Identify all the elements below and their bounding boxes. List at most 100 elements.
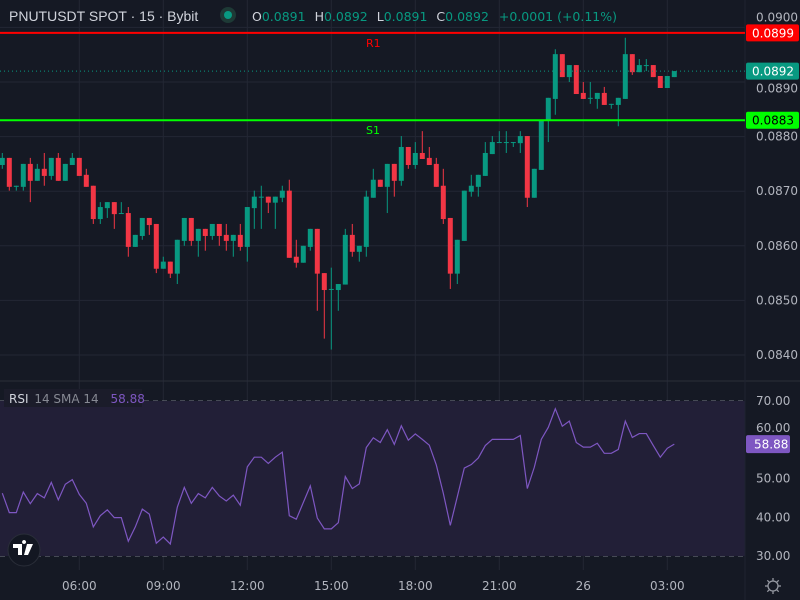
candle	[370, 168, 376, 198]
price-tick-label: 0.0890	[756, 82, 798, 96]
candle-body	[615, 97, 621, 105]
rsi-legend[interactable]: RSI 14 SMA 14 58.88	[4, 389, 145, 407]
candle	[48, 157, 54, 180]
r1-tag-text: 0.0899	[752, 26, 794, 40]
symbol-title[interactable]: PNUTUSDT SPOT · 15 · Bybit	[9, 8, 198, 24]
candle	[223, 223, 229, 251]
candle	[83, 168, 89, 187]
candle-body	[328, 288, 334, 290]
candle-body	[153, 223, 159, 269]
candle-body	[34, 168, 40, 181]
candle-body	[489, 142, 495, 155]
price-tick-label: 0.0860	[756, 239, 798, 253]
candle-body	[279, 190, 285, 198]
candle-body	[566, 65, 572, 78]
candle-body	[587, 97, 593, 99]
candle-body	[657, 75, 663, 89]
candle	[615, 97, 621, 127]
candle	[531, 168, 537, 198]
rsi-legend-bg	[4, 389, 142, 407]
candle	[111, 202, 117, 229]
candle	[468, 174, 474, 197]
candle-body	[6, 157, 12, 187]
candle-body	[426, 157, 432, 165]
candle	[405, 146, 411, 169]
gear-icon[interactable]	[765, 578, 781, 594]
candle-body	[146, 217, 152, 226]
candle-body	[55, 157, 61, 181]
candle	[573, 65, 579, 95]
candle-body	[76, 157, 82, 176]
change-value: +0.0001 (+0.11%)	[499, 9, 617, 24]
last-price-tag: 0.0892	[746, 62, 799, 80]
candle	[188, 217, 194, 246]
candle-body	[671, 71, 677, 78]
last-price-tag-text: 0.0892	[752, 65, 794, 79]
candle-body	[62, 163, 68, 181]
price-tick-label: 0.0870	[756, 184, 798, 198]
candle-body	[559, 54, 565, 78]
candle	[629, 54, 635, 75]
s1-tag-bg	[746, 111, 799, 129]
candle-body	[181, 217, 187, 241]
tradingview-logo[interactable]	[7, 533, 41, 567]
r1-label: R1	[366, 37, 381, 50]
candle	[482, 142, 488, 176]
candles	[0, 37, 677, 350]
price-tick-label: 0.0840	[756, 348, 798, 362]
rsi-axis[interactable]: 70.00 60.00 50.00 40.00 30.00	[756, 394, 790, 563]
rsi-line	[1, 407, 675, 546]
candle	[27, 157, 33, 203]
candle	[55, 152, 61, 181]
price-axis[interactable]: 0.0900 0.0890 0.0880 0.0870 0.0860 0.0850 0.08…	[756, 10, 798, 362]
candle	[433, 157, 439, 187]
market-status-dot	[224, 11, 232, 19]
candle	[13, 185, 19, 191]
candle-body	[622, 54, 628, 99]
candle	[153, 223, 159, 274]
s1-price-tag: 0.0883	[746, 111, 799, 129]
rsi-value: 58.88	[111, 392, 145, 406]
candle	[230, 234, 236, 257]
candle-body	[433, 163, 439, 187]
candle-body	[475, 174, 481, 187]
candle	[0, 152, 5, 169]
candle-body	[90, 185, 96, 220]
candle-body	[216, 223, 222, 236]
candle	[328, 267, 334, 350]
candle	[454, 239, 460, 285]
candle-body	[167, 261, 173, 274]
candle	[104, 202, 110, 218]
symbol-legend[interactable]: PNUTUSDT SPOT · 15 · Bybit O0.0891 H0.08…	[9, 7, 617, 24]
candle-body	[342, 234, 348, 285]
candle	[657, 75, 663, 89]
time-tick-label: 03:00	[650, 579, 685, 593]
time-axis[interactable]: 06:00 09:00 12:00 15:00 18:00 21:00 26 03:00	[62, 579, 685, 593]
candle	[650, 65, 656, 78]
rsi-tick-label: 50.00	[756, 472, 790, 486]
rsi-tag-text: 58.88	[754, 438, 788, 452]
candle-body	[573, 65, 579, 95]
candle	[384, 163, 390, 214]
rsi-legend-text[interactable]: RSI 14 SMA 14 58.88	[9, 392, 145, 406]
candle-body	[510, 142, 516, 144]
rsi-tag-bg	[746, 435, 790, 454]
close-label: C	[436, 9, 445, 24]
candle	[139, 217, 145, 240]
candle-body	[594, 92, 600, 99]
candle	[279, 185, 285, 203]
candle	[118, 202, 124, 215]
candle	[258, 185, 264, 229]
rsi-tick-label: 60.00	[756, 421, 790, 435]
candle-body	[0, 157, 5, 165]
candle	[41, 152, 47, 186]
candle-body	[370, 179, 376, 198]
high-label: H	[315, 9, 324, 24]
candle-body	[496, 142, 502, 144]
rsi-tick-label: 30.00	[756, 549, 790, 563]
candle	[321, 273, 327, 339]
candle	[216, 223, 222, 246]
candle-body	[650, 65, 656, 78]
candle	[167, 261, 173, 279]
